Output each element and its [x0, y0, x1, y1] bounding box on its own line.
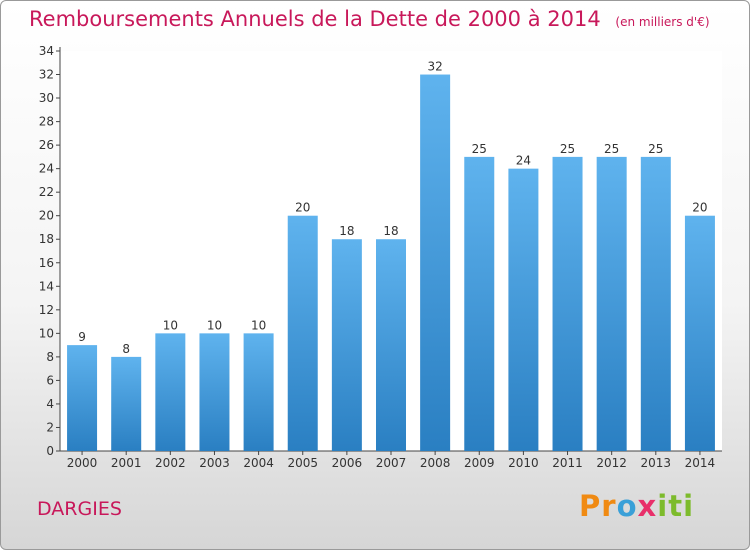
x-tick-label: 2011	[552, 456, 583, 470]
bar-value-label: 10	[163, 318, 178, 332]
y-tick-label: 26	[39, 138, 54, 152]
bar-value-label: 24	[516, 154, 531, 168]
y-tick-label: 16	[39, 256, 54, 270]
bar	[287, 215, 318, 451]
logo-letter: P	[579, 489, 602, 523]
x-tick-label: 2008	[420, 456, 451, 470]
y-tick-label: 18	[39, 232, 54, 246]
logo-letter: i	[657, 489, 669, 523]
x-tick-label: 2000	[67, 456, 98, 470]
logo-letter: t	[668, 489, 684, 523]
bar	[376, 239, 406, 451]
logo-letter: o	[616, 489, 638, 523]
y-tick-label: 22	[39, 185, 54, 199]
y-tick-label: 14	[39, 279, 54, 293]
y-tick-label: 8	[46, 350, 54, 364]
y-tick-label: 10	[39, 326, 54, 340]
y-tick-label: 20	[39, 209, 54, 223]
y-tick-label: 0	[46, 444, 54, 458]
x-tick-label: 2013	[641, 456, 672, 470]
x-tick-label: 2010	[508, 456, 539, 470]
bar	[464, 156, 495, 451]
bar-value-label: 10	[251, 318, 266, 332]
commune-name: DARGIES	[37, 498, 122, 520]
bar-value-label: 8	[122, 342, 130, 356]
y-tick-label: 28	[39, 115, 54, 129]
bar-value-label: 20	[692, 201, 707, 215]
y-tick-label: 30	[39, 91, 54, 105]
x-tick-label: 2004	[243, 456, 274, 470]
y-tick-label: 2	[46, 420, 54, 434]
bar	[684, 215, 715, 451]
y-tick-label: 12	[39, 303, 54, 317]
y-tick-label: 6	[46, 373, 54, 387]
bar-value-label: 18	[383, 224, 398, 238]
x-tick-label: 2005	[287, 456, 318, 470]
proxiti-logo: Proxiti	[579, 489, 694, 523]
bar-value-label: 25	[560, 142, 575, 156]
bar	[155, 333, 186, 451]
bar	[111, 356, 142, 451]
bar-value-label: 32	[427, 60, 442, 74]
bar	[552, 156, 583, 451]
bar-value-label: 25	[472, 142, 487, 156]
bar	[67, 345, 98, 451]
bar-value-label: 25	[604, 142, 619, 156]
bar	[640, 156, 671, 451]
bar-value-label: 18	[339, 224, 354, 238]
x-tick-label: 2002	[155, 456, 186, 470]
logo-letter: r	[601, 489, 617, 523]
x-tick-label: 2007	[376, 456, 407, 470]
x-tick-label: 2009	[464, 456, 495, 470]
bar	[199, 333, 230, 451]
bar-value-label: 9	[78, 330, 86, 344]
bar	[596, 156, 627, 451]
bar-value-label: 10	[207, 318, 222, 332]
x-tick-label: 2006	[332, 456, 363, 470]
x-tick-label: 2001	[111, 456, 142, 470]
x-tick-label: 2014	[685, 456, 716, 470]
bar	[508, 168, 539, 451]
bar	[420, 74, 451, 451]
y-tick-label: 24	[39, 162, 54, 176]
y-tick-label: 32	[39, 68, 54, 82]
chart-unit: (en milliers d'€)	[615, 15, 710, 29]
y-tick-label: 34	[39, 44, 54, 58]
x-tick-label: 2012	[596, 456, 627, 470]
bar-value-label: 25	[648, 142, 663, 156]
chart-title-text: Remboursements Annuels de la Dette de 20…	[29, 7, 601, 31]
logo-letter: i	[683, 489, 695, 523]
chart-title: Remboursements Annuels de la Dette de 20…	[29, 7, 710, 31]
y-tick-label: 4	[46, 397, 54, 411]
bar	[243, 333, 274, 451]
bar-value-label: 20	[295, 201, 310, 215]
bar	[331, 239, 362, 451]
x-tick-label: 2003	[199, 456, 230, 470]
logo-letter: x	[637, 489, 658, 523]
